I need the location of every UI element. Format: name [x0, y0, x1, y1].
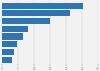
Bar: [2, 18, 50, 24]
Bar: [2, 41, 17, 47]
Bar: [2, 57, 12, 63]
Bar: [2, 26, 28, 32]
Bar: [2, 49, 14, 55]
Bar: [2, 33, 23, 40]
Bar: [2, 3, 83, 9]
Bar: [2, 10, 70, 16]
